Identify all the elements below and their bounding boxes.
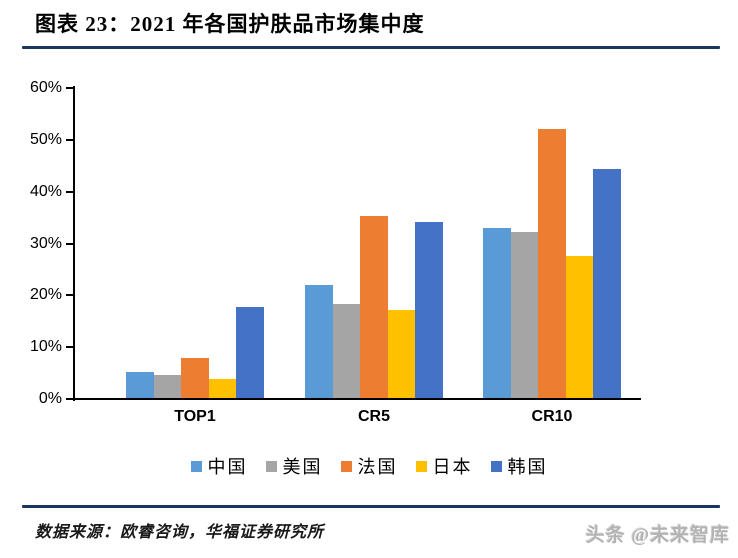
- y-axis-tick-label: 50%: [29, 130, 62, 148]
- y-axis-tick-label: 40%: [29, 182, 62, 200]
- bar-cr5-日本: [387, 310, 416, 399]
- y-axis-tick-label: 10%: [29, 338, 62, 356]
- legend-swatch: [415, 460, 427, 472]
- y-axis-tick-label: 0%: [38, 390, 62, 407]
- bar-cr5-美国: [332, 303, 361, 399]
- title-divider: [22, 46, 720, 49]
- legend-item-美国: 美国: [265, 453, 323, 479]
- legend-label: 美国: [282, 457, 323, 477]
- bar-cr10-韩国: [593, 169, 621, 399]
- y-axis-tick-mark: [66, 87, 74, 89]
- y-axis-tick-mark: [66, 398, 74, 400]
- bar-cr10-中国: [483, 227, 511, 399]
- bar-cr10-美国: [510, 231, 539, 399]
- data-source-note: 数据来源：欧睿咨询，华福证券研究所: [35, 524, 325, 541]
- legend-item-法国: 法国: [340, 453, 398, 479]
- y-axis-tick-mark: [66, 346, 74, 349]
- x-axis-category-label: CR5: [357, 408, 390, 425]
- x-axis-line: [73, 398, 641, 400]
- x-axis-category-label: CR10: [531, 408, 573, 425]
- legend-label: 中国: [207, 457, 248, 477]
- legend-item-日本: 日本: [415, 453, 473, 479]
- bar-cr10-日本: [565, 255, 594, 399]
- chart-legend: 中国 美国 法国 日本 韩国: [0, 452, 738, 480]
- y-axis-tick-mark: [66, 242, 74, 245]
- legend-item-韩国: 韩国: [490, 453, 548, 479]
- legend-label: 日本: [432, 457, 473, 477]
- bar-top1-韩国: [236, 306, 264, 399]
- x-axis-category-label: TOP1: [174, 408, 216, 425]
- y-axis-tick-mark: [66, 190, 74, 193]
- legend-item-中国: 中国: [190, 453, 248, 479]
- legend-swatch: [490, 460, 502, 472]
- y-axis-tick-label: 20%: [29, 286, 62, 304]
- y-axis-tick-mark: [66, 294, 74, 297]
- y-axis-tick-mark: [66, 138, 74, 141]
- legend-label: 法国: [357, 457, 398, 477]
- legend-swatch: [340, 460, 352, 472]
- watermark-text: 头条 @未来智库: [585, 525, 730, 546]
- y-axis-tick-label: 60%: [29, 79, 62, 96]
- legend-swatch: [190, 460, 202, 472]
- bar-cr5-法国: [360, 215, 388, 399]
- bar-top1-美国: [153, 375, 182, 399]
- footer-divider: [22, 505, 720, 508]
- bar-top1-中国: [126, 372, 154, 399]
- bar-cr5-中国: [305, 284, 333, 399]
- y-axis-tick-label: 30%: [29, 234, 62, 252]
- y-axis-line: [73, 86, 75, 401]
- bar-cr5-韩国: [415, 221, 443, 399]
- bar-cr10-法国: [538, 129, 566, 399]
- legend-swatch: [265, 460, 277, 472]
- bar-top1-法国: [181, 357, 209, 399]
- bar-top1-日本: [208, 378, 237, 399]
- chart-title: 图表 23：2021 年各国护肤品市场集中度: [35, 12, 425, 36]
- legend-label: 韩国: [507, 457, 548, 477]
